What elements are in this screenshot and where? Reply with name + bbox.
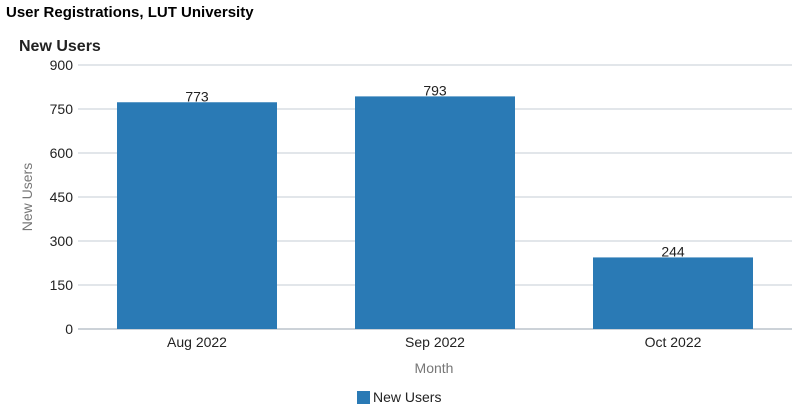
- y-axis-ticks: 0 150 300 450 600 750 900: [50, 57, 74, 337]
- y-tick-label: 900: [50, 57, 74, 73]
- y-tick-label: 750: [50, 101, 74, 117]
- x-axis-title: Month: [415, 360, 454, 376]
- bar[interactable]: [117, 102, 277, 330]
- y-axis-title: New Users: [19, 163, 35, 231]
- y-tick-label: 150: [50, 277, 74, 293]
- x-tick-label: Sep 2022: [405, 334, 465, 350]
- chart-title: New Users: [19, 38, 101, 55]
- y-tick-label: 0: [65, 321, 73, 337]
- data-label: 244: [661, 243, 685, 259]
- bar[interactable]: [355, 96, 515, 330]
- y-tick-label: 600: [50, 145, 74, 161]
- x-tick-label: Aug 2022: [167, 334, 227, 350]
- x-axis-ticks: Aug 2022 Sep 2022 Oct 2022: [167, 334, 702, 350]
- data-label: 793: [423, 82, 447, 98]
- y-tick-label: 300: [50, 233, 74, 249]
- legend-label: New Users: [373, 389, 441, 405]
- page-title: User Registrations, LUT University: [6, 4, 254, 21]
- y-tick-label: 450: [50, 189, 74, 205]
- legend-swatch: [357, 391, 370, 404]
- bar[interactable]: [593, 257, 753, 329]
- legend[interactable]: New Users: [357, 389, 441, 405]
- x-tick-label: Oct 2022: [645, 334, 702, 350]
- data-label: 773: [185, 88, 209, 104]
- bars: 773 793 244: [117, 82, 753, 330]
